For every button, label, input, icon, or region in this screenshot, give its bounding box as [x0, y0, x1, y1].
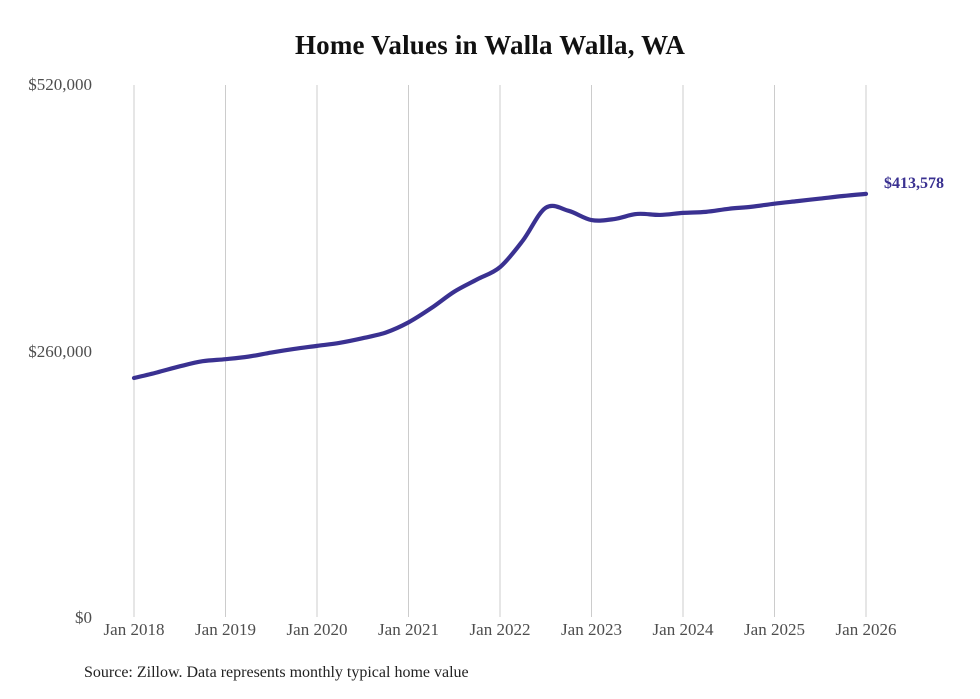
x-axis-tick-label: Jan 2020	[286, 620, 348, 639]
page-title: Home Values in Walla Walla, WA	[294, 30, 686, 60]
data-line-group	[131, 191, 869, 381]
x-axis-tick-label: Jan 2023	[561, 620, 622, 639]
x-axis-tick-label: Jan 2024	[652, 620, 714, 639]
x-axis-tick-label: Jan 2021	[378, 620, 439, 639]
x-axis-tick-label: Jan 2026	[835, 620, 897, 639]
source-note: Source: Zillow. Data represents monthly …	[84, 664, 469, 681]
x-axis-tick-label: Jan 2025	[744, 620, 805, 639]
series-line-typical-home-value	[131, 191, 869, 381]
y-axis-tick-top: $520,000	[28, 75, 92, 94]
x-axis-tick-label: Jan 2018	[103, 620, 165, 639]
x-axis-tick-label: Jan 2022	[469, 620, 531, 639]
x-axis-tick-label: Jan 2019	[195, 620, 256, 639]
gridlines	[133, 85, 867, 617]
y-axis-tick-mid: $260,000	[28, 342, 92, 361]
end-value-annotation: $413,578	[884, 175, 944, 192]
y-axis-tick-zero: $0	[75, 608, 92, 627]
